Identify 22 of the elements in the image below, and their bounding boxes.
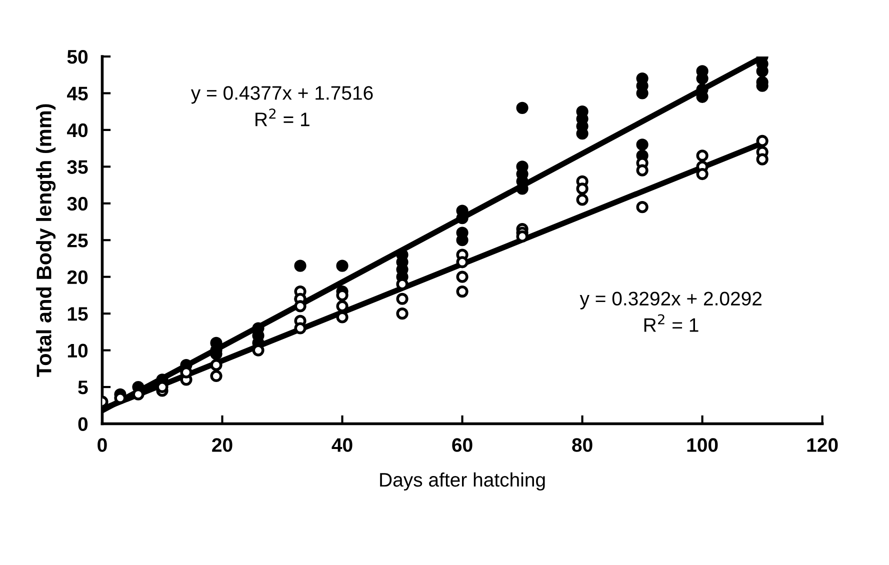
- y-tick-label: 30: [67, 196, 88, 211]
- y-tick-label: 40: [67, 123, 88, 138]
- y-tick-label: 25: [67, 234, 88, 248]
- x-tick-label: 40: [332, 438, 352, 452]
- y-tick-label: 35: [67, 160, 88, 174]
- y-tick-label: 45: [67, 86, 88, 100]
- x-tick-label: 80: [572, 438, 592, 452]
- y-axis-title: Total and Body length (mm): [36, 104, 56, 377]
- x-tick-label: 20: [212, 438, 232, 452]
- annotation: y = 0.4377x + 1.7516 R$^{2}$ = 1: [190, 86, 373, 126]
- x-tick-label: 60: [452, 438, 472, 452]
- x-tick-label: 120: [807, 438, 838, 452]
- x-tick-label: 0: [98, 438, 107, 452]
- y-tick-label: 5: [78, 380, 88, 394]
- y-tick-label: 0: [78, 417, 88, 431]
- y-tick-label: 15: [68, 307, 88, 321]
- y-tick-label: 20: [67, 270, 88, 284]
- x-tick-label: 100: [687, 438, 718, 452]
- y-tick-label: 50: [67, 50, 88, 64]
- x-axis-title: Days after hatching: [380, 472, 545, 491]
- annotation: y = 0.3292x + 2.0292 R$^{2}$ = 1: [580, 292, 762, 332]
- y-tick-label: 10: [68, 344, 88, 358]
